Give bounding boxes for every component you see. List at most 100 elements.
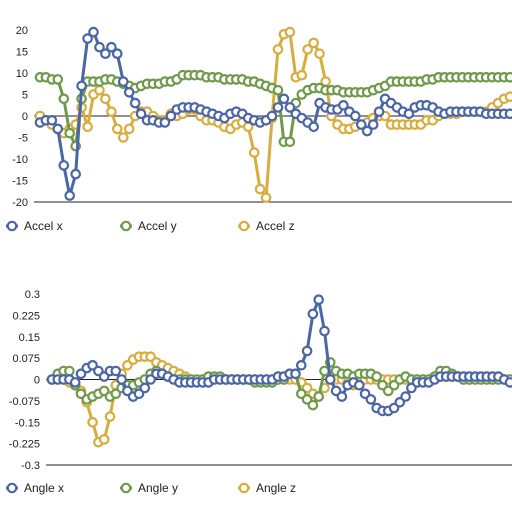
data-point xyxy=(301,345,313,357)
data-point xyxy=(314,48,325,59)
data-point xyxy=(123,123,135,135)
data-point xyxy=(296,69,308,81)
y-tick-label: -20 xyxy=(12,197,28,209)
data-point xyxy=(278,93,290,105)
data-point xyxy=(349,110,361,122)
data-point xyxy=(504,377,512,388)
data-point xyxy=(123,87,135,98)
data-point xyxy=(100,48,111,59)
data-point xyxy=(94,84,105,96)
data-point xyxy=(365,394,377,405)
y-tick-label: -0.3 xyxy=(21,460,40,472)
y-tick-label: 0.225 xyxy=(12,310,40,322)
data-point xyxy=(504,91,512,102)
data-point xyxy=(504,72,512,83)
data-point xyxy=(88,26,99,38)
data-point xyxy=(106,41,117,53)
data-point xyxy=(87,416,98,428)
data-point xyxy=(106,106,117,117)
data-point xyxy=(116,374,127,385)
legend-marker xyxy=(6,220,18,232)
data-point xyxy=(295,359,307,371)
data-point xyxy=(100,93,111,105)
legend-label: Accel x xyxy=(24,219,63,233)
data-point xyxy=(52,123,64,135)
data-point xyxy=(82,121,93,133)
data-point xyxy=(313,391,324,402)
y-tick-label: -0.225 xyxy=(9,439,40,451)
data-point xyxy=(361,125,373,137)
data-point xyxy=(64,127,75,139)
data-point xyxy=(112,123,123,135)
data-point xyxy=(76,80,87,92)
data-point xyxy=(290,368,301,380)
data-point xyxy=(82,33,93,44)
data-point xyxy=(308,37,319,49)
data-point xyxy=(165,110,177,122)
data-point xyxy=(313,294,324,305)
data-point xyxy=(319,325,330,337)
data-point xyxy=(400,391,411,402)
data-point xyxy=(112,48,123,59)
legend-marker xyxy=(238,482,250,494)
data-point xyxy=(367,119,379,130)
data-point xyxy=(52,74,64,85)
data-point xyxy=(284,26,296,38)
data-point xyxy=(284,102,296,113)
y-tick-label: -10 xyxy=(12,154,28,166)
data-point xyxy=(64,365,75,377)
data-point xyxy=(139,382,151,394)
data-point xyxy=(94,41,105,53)
data-point xyxy=(118,76,129,87)
data-point xyxy=(308,121,319,133)
legend-label: Angle z xyxy=(256,481,296,495)
legend-marker xyxy=(6,482,18,494)
data-point xyxy=(254,183,266,195)
legend-label: Accel z xyxy=(256,219,295,233)
legend-label: Accel y xyxy=(138,219,177,233)
y-tick-label: 20 xyxy=(16,25,28,37)
y-tick-label: 0.075 xyxy=(12,353,40,365)
data-point xyxy=(118,132,129,143)
data-point xyxy=(338,100,349,111)
data-point xyxy=(110,365,122,377)
data-point xyxy=(284,136,296,148)
data-point xyxy=(504,108,512,120)
data-point xyxy=(266,110,278,122)
data-point xyxy=(46,115,58,126)
y-tick-label: -0.075 xyxy=(9,396,40,408)
legend-marker xyxy=(120,220,132,232)
data-point xyxy=(260,192,272,203)
accel-chart: 20 15 10 5 0 -5 -10 -15 -20 Accel x Accel y Accel z xyxy=(6,25,512,233)
data-point xyxy=(58,160,70,171)
y-tick-label: -0.15 xyxy=(15,417,40,429)
data-point xyxy=(302,44,313,55)
data-point xyxy=(336,391,348,402)
data-point xyxy=(324,374,336,385)
y-tick-label: -5 xyxy=(18,133,28,145)
angle-chart: 0.3 0.225 0.15 0.075 0 -0.075 -0.15 -0.225 -0.3 A… xyxy=(6,289,512,495)
y-tick-label: 0.3 xyxy=(25,289,40,301)
data-point xyxy=(69,377,81,388)
y-tick-label: -15 xyxy=(12,176,28,188)
legend-label: Angle y xyxy=(138,481,178,495)
data-point xyxy=(58,93,70,105)
data-point xyxy=(248,147,260,158)
data-point xyxy=(129,97,141,109)
y-tick-label: 15 xyxy=(16,47,28,59)
data-point xyxy=(64,190,75,201)
data-point xyxy=(307,308,319,320)
legend-marker xyxy=(120,482,132,494)
data-point xyxy=(70,168,81,180)
data-point xyxy=(98,434,110,445)
data-point xyxy=(403,108,415,120)
data-point xyxy=(135,108,147,120)
y-tick-label: 0 xyxy=(34,375,40,387)
data-point xyxy=(272,102,284,113)
data-point xyxy=(355,119,367,130)
data-point xyxy=(371,371,382,382)
y-tick-label: 10 xyxy=(16,68,28,80)
legend-marker xyxy=(238,220,250,232)
data-point xyxy=(353,379,365,391)
